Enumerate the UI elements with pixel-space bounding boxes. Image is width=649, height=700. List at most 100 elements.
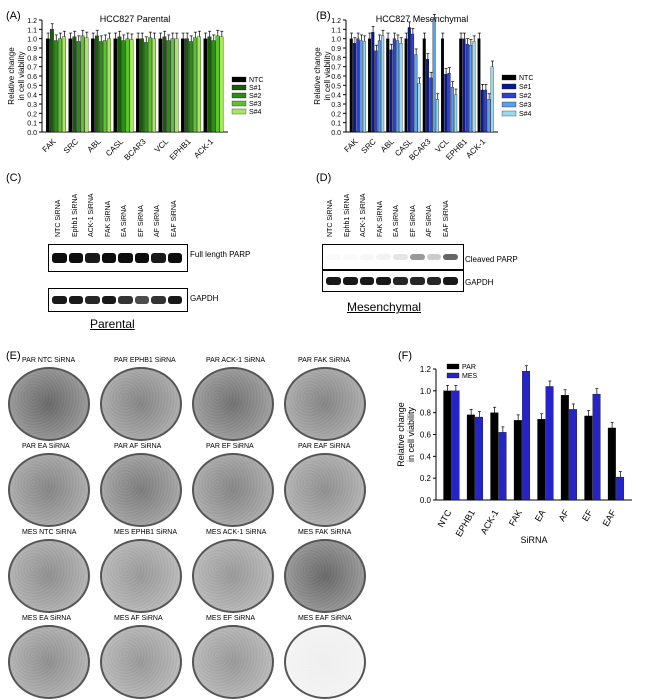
y-tick-label: 1.1 — [331, 27, 341, 34]
bar-NTC-ABL — [386, 38, 390, 133]
blot-lane-label: EA SiRNA — [121, 205, 128, 237]
legend-label: S#2 — [519, 93, 532, 100]
x-tick-label: AF — [557, 508, 572, 523]
bar-PAR-EAF — [607, 427, 616, 501]
blot-d-band2-label: GAPDH — [465, 278, 494, 287]
blot-band — [101, 296, 116, 304]
bar-S3-VCL — [170, 38, 175, 133]
y-tick-label: 0.3 — [27, 102, 37, 109]
blot-band — [343, 254, 358, 260]
bar-NTC-VCL — [441, 38, 444, 133]
plate-label: MES AF SiRNA — [114, 615, 163, 622]
blot-band — [85, 253, 100, 263]
y-tick-label: 0.2 — [331, 111, 341, 118]
bar-S3-ACK1 — [487, 99, 491, 133]
plate-label: MES EAF SiRNA — [298, 615, 352, 622]
x-tick-label: EPHB1 — [168, 137, 193, 162]
bar-S2-FAK — [356, 38, 360, 133]
colony-plate — [284, 453, 366, 527]
bar-S2-ACK1 — [484, 89, 488, 133]
bar-PAR-ACK1 — [490, 412, 499, 501]
y-tick-label: 0.0 — [331, 130, 341, 137]
bar-MES-ACK1 — [498, 432, 507, 501]
blot-lane-label: NTC SiRNA — [327, 199, 334, 237]
legend-label: NTC — [519, 75, 533, 82]
legend-swatch — [231, 108, 247, 115]
colony-plate — [100, 453, 182, 527]
bar-NTC-EPHB1 — [180, 38, 185, 133]
legend-swatch — [501, 74, 517, 81]
y-tick-label: 0.2 — [27, 111, 37, 118]
y-axis-label: Relative change — [396, 402, 406, 467]
y-axis-label: Relative change — [7, 47, 16, 105]
bar-S3-EPHB1 — [469, 45, 473, 133]
y-tick-label: 0.7 — [331, 65, 341, 72]
bar-S3-CASL — [125, 38, 130, 133]
x-tick-label: SRC — [359, 137, 377, 155]
bar-NTC-ACK1 — [203, 38, 208, 133]
bar-MES-EF — [592, 393, 601, 501]
bar-NTC-BCAR3 — [135, 38, 140, 133]
plate-label: PAR EPHB1 SiRNA — [114, 357, 176, 364]
x-axis-label: SiRNA — [520, 535, 547, 545]
x-tick-label: EF — [580, 508, 595, 523]
legend-swatch — [501, 101, 517, 108]
bar-PAR-NTC — [443, 390, 452, 501]
bar-S4-EPHB1 — [197, 36, 201, 133]
bar-NTC-EPHB1 — [459, 38, 463, 133]
blot-band — [360, 254, 375, 260]
bar-S3-CASL — [414, 54, 418, 133]
blot-lane-label: EF SiRNA — [409, 205, 417, 237]
blot-d-mesenchymal: NTC SiRNA Ephb1 SiRNA ACK-1 SiRNA FAK SiRNA… — [316, 178, 466, 298]
bar-S1-ACK1 — [480, 89, 484, 133]
bar-S4-VCL — [174, 38, 179, 133]
panel-label-c: (C) — [6, 172, 22, 184]
bar-MES-AF — [569, 409, 578, 501]
bar-S4-ACK1 — [490, 66, 494, 133]
blot-lane-label: ACK-1 SiRNA — [360, 193, 367, 237]
blot-band — [167, 253, 182, 263]
blot-c-parp-band-strip — [48, 244, 188, 272]
blot-c-caption: Parental — [90, 317, 135, 331]
bar-S3-FAK — [359, 40, 363, 133]
bar-S2-ACK1 — [211, 40, 216, 133]
bar-S2-BCAR3 — [144, 42, 148, 133]
bar-S1-CASL — [117, 36, 122, 133]
bar-NTC-VCL — [158, 38, 163, 133]
colony-plate — [192, 367, 274, 441]
blot-lane-label: EF SiRNA — [137, 205, 145, 237]
bar-S3-EPHB1 — [193, 37, 197, 133]
blot-band — [151, 296, 166, 304]
legend-swatch — [446, 372, 460, 379]
y-tick-label: 1.0 — [420, 387, 432, 396]
plate-label: PAR EAF SiRNA — [298, 443, 351, 450]
bar-S3-ABL — [396, 40, 400, 133]
bar-S4-CASL — [129, 39, 134, 133]
bar-S4-ABL — [399, 43, 403, 133]
bar-S3-VCL — [450, 87, 454, 133]
y-axis-label: in cell viability — [17, 52, 26, 101]
bar-S1-VCL — [444, 73, 448, 133]
y-tick-label: 0.4 — [420, 452, 432, 461]
y-tick-label: 0.8 — [420, 409, 432, 418]
x-tick-label: ABL — [86, 137, 103, 154]
y-tick-label: 0.4 — [331, 93, 341, 100]
bar-S1-FAK — [50, 29, 54, 133]
y-tick-label: 1.0 — [331, 37, 341, 44]
y-tick-label: 0.6 — [420, 431, 432, 440]
bar-NTC-BCAR3 — [422, 38, 426, 133]
bar-S4-FAK — [362, 41, 366, 133]
bar-S3-SRC — [377, 40, 381, 133]
blot-band — [134, 296, 149, 304]
blot-lane-label: EA SiRNA — [393, 205, 400, 237]
bar-S4-EPHB1 — [472, 41, 476, 133]
panel-label-a: (A) — [6, 10, 21, 22]
bar-S4-VCL — [454, 94, 458, 133]
y-tick-label: 0.0 — [27, 130, 37, 137]
blot-band — [101, 253, 116, 263]
blot-d-caption: Mesenchymal — [347, 300, 422, 314]
bar-MES-EPHB1 — [475, 416, 484, 501]
bar-S1-FAK — [353, 43, 357, 133]
blot-lane-label: Ephb1 SiRNA — [343, 193, 351, 237]
bar-S2-EPHB1 — [465, 44, 469, 133]
